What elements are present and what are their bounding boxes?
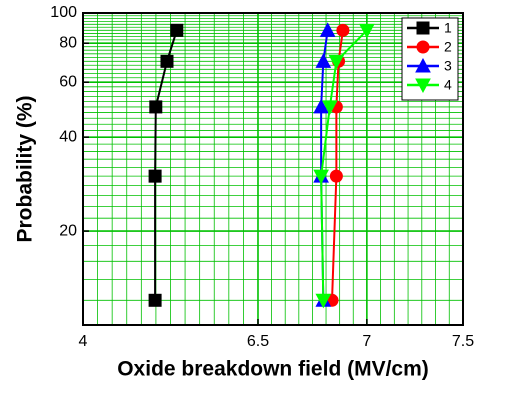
data-point — [149, 100, 163, 114]
legend-label: 1 — [444, 20, 452, 36]
y-tick-label: 100 — [50, 4, 77, 21]
data-point — [160, 54, 174, 68]
y-tick-label: 60 — [59, 73, 77, 90]
series-line — [331, 30, 344, 301]
y-tick-label: 20 — [59, 222, 77, 239]
legend-marker — [415, 78, 431, 94]
x-tick-label: 7.5 — [452, 333, 474, 350]
data-point — [170, 23, 184, 37]
x-tick-label: 7 — [362, 333, 371, 350]
legend-label: 3 — [444, 58, 452, 74]
legend-label: 4 — [444, 77, 452, 93]
data-point — [328, 54, 345, 70]
data-point — [329, 169, 343, 183]
data-point — [315, 53, 332, 68]
legend-marker — [416, 40, 430, 54]
legend-marker — [415, 57, 431, 73]
y-tick-label: 40 — [59, 128, 77, 145]
x-axis-title: Oxide breakdown field (MV/cm) — [117, 358, 429, 381]
data-point — [336, 23, 350, 37]
plot-frame — [82, 12, 464, 326]
data-point — [148, 293, 162, 307]
data-point — [313, 98, 329, 114]
legend-marker — [416, 21, 430, 35]
legend-label: 2 — [444, 39, 452, 55]
data-point — [148, 169, 162, 183]
data-point — [359, 23, 375, 39]
x-tick-label: 6.5 — [247, 333, 269, 350]
y-axis-title: Probability (%) — [14, 95, 37, 242]
legend-box — [401, 17, 459, 101]
x-tick-label: 4 — [79, 333, 88, 350]
data-point — [315, 293, 332, 309]
data-point — [313, 169, 329, 185]
series-line — [320, 29, 368, 301]
data-point — [322, 100, 338, 115]
series-line — [154, 30, 178, 301]
data-point — [319, 22, 336, 37]
y-tick-label: 80 — [59, 34, 77, 51]
